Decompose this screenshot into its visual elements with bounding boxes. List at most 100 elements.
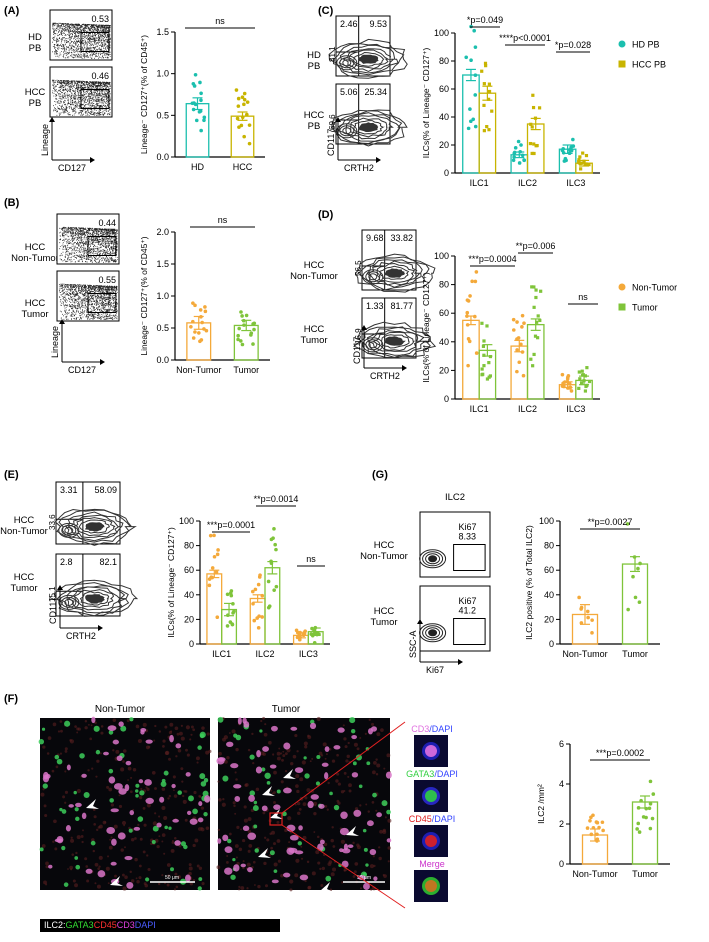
data-point xyxy=(465,314,469,318)
data-point xyxy=(536,336,540,340)
data-point xyxy=(528,141,533,146)
data-point xyxy=(236,337,240,342)
quadrant-value: 2.46 xyxy=(340,19,358,29)
panel-label: (A) xyxy=(4,5,20,17)
data-point xyxy=(473,314,477,319)
data-point xyxy=(198,339,202,344)
contour-plot: 9.68 33.82 56.5 xyxy=(354,229,436,293)
gate-percentage: 0.44 xyxy=(98,218,116,228)
data-point xyxy=(520,350,525,354)
data-point xyxy=(310,626,314,631)
data-point xyxy=(193,330,197,334)
data-point xyxy=(529,357,533,361)
data-point xyxy=(531,364,535,368)
quadrant-value: 5.06 xyxy=(340,87,358,97)
data-point xyxy=(635,827,639,831)
quadrant-value: 82.1 xyxy=(99,557,117,567)
data-point xyxy=(532,305,536,309)
zoom-box xyxy=(269,812,283,826)
data-point xyxy=(226,613,230,618)
data-point xyxy=(532,142,536,146)
data-point xyxy=(626,607,630,612)
data-point xyxy=(480,367,484,371)
x-tick-label: HD xyxy=(191,162,204,172)
data-point xyxy=(535,320,539,324)
data-point xyxy=(480,69,484,73)
arrowhead-marker xyxy=(110,876,123,886)
group-label: PB xyxy=(308,121,321,132)
bar xyxy=(264,567,281,645)
data-point xyxy=(515,348,519,352)
data-point xyxy=(202,115,207,120)
data-point xyxy=(482,129,486,133)
contour-line xyxy=(332,110,403,145)
inset-label: Merge xyxy=(419,859,445,869)
data-point xyxy=(595,839,599,843)
arrowhead-marker xyxy=(86,799,99,809)
y-tick-label: 100 xyxy=(539,516,554,526)
data-point xyxy=(295,635,300,640)
arrowhead-marker xyxy=(320,882,333,892)
data-point xyxy=(625,522,630,526)
data-point xyxy=(482,339,486,343)
data-point xyxy=(601,828,605,833)
data-point xyxy=(297,637,302,642)
legend-marker xyxy=(618,283,626,291)
gate-box xyxy=(80,32,110,52)
data-point xyxy=(237,326,241,331)
data-point xyxy=(633,595,638,600)
quadrant-value: 9.68 xyxy=(366,233,384,243)
data-point xyxy=(473,93,478,97)
group-label: Tumor xyxy=(300,335,327,346)
data-point xyxy=(641,815,646,819)
contour-line xyxy=(383,336,406,346)
quadrant-value: 81.77 xyxy=(390,301,413,311)
arrowhead-marker xyxy=(258,848,271,858)
panel-label: (C) xyxy=(318,5,334,17)
data-point xyxy=(236,333,240,338)
contour-line xyxy=(353,321,437,359)
y-tick-label: 60 xyxy=(184,565,194,575)
bar xyxy=(185,103,210,158)
significance-label: ****p<0.0001 xyxy=(499,33,551,43)
data-point xyxy=(515,369,519,374)
inset-label: CD45/DAPI xyxy=(409,814,456,824)
data-point xyxy=(584,153,589,158)
data-point xyxy=(252,327,256,332)
contour-line xyxy=(350,117,388,138)
data-point xyxy=(529,122,533,126)
data-point xyxy=(253,587,258,592)
group-label: PB xyxy=(29,43,42,54)
data-point xyxy=(192,84,197,88)
y-tick-label: 80 xyxy=(184,541,194,551)
contour-line xyxy=(85,594,105,604)
data-point xyxy=(231,602,235,606)
bar xyxy=(478,92,497,174)
x-axis-label: Ki67 xyxy=(426,665,444,675)
data-point xyxy=(585,383,589,387)
data-point xyxy=(482,82,486,86)
data-point xyxy=(534,295,538,300)
data-point xyxy=(197,110,202,114)
x-tick-label: Non-Tumor xyxy=(572,869,617,879)
data-point xyxy=(230,622,235,627)
data-point xyxy=(247,123,252,127)
data-point xyxy=(237,125,241,129)
data-point xyxy=(561,381,565,386)
data-point xyxy=(297,632,302,636)
data-point xyxy=(631,574,635,579)
significance-label: ns xyxy=(215,16,225,26)
y-axis-label: SSC-A xyxy=(408,630,418,658)
data-point xyxy=(517,360,522,365)
legend-marker xyxy=(618,303,626,311)
x-tick-label: ILC2 xyxy=(255,649,274,659)
data-point xyxy=(239,310,243,314)
data-point xyxy=(485,377,490,381)
data-point xyxy=(193,303,197,308)
data-point xyxy=(199,91,203,96)
y-tick-label: 0 xyxy=(189,639,194,649)
x-tick-label: Tumor xyxy=(632,869,658,879)
data-point xyxy=(517,161,522,165)
